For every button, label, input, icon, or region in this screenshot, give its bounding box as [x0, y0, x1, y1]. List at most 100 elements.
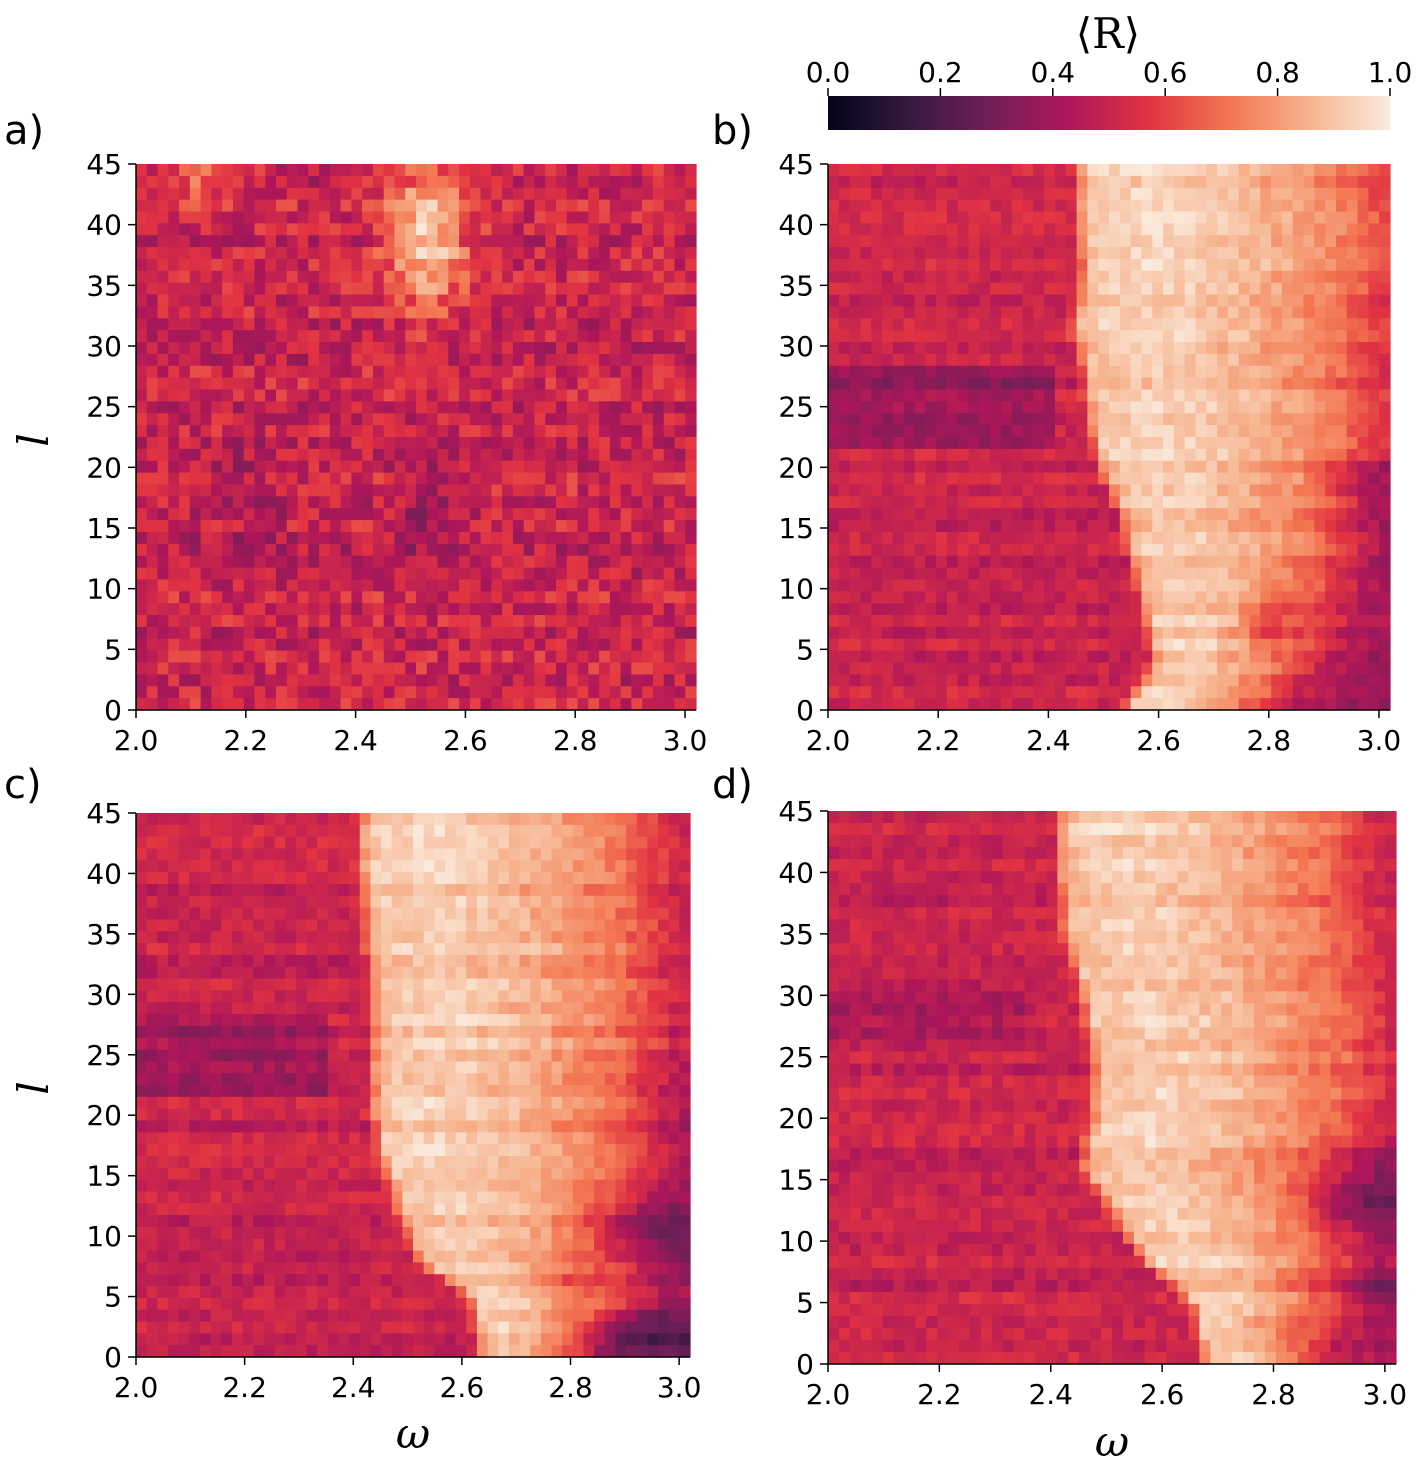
heatmap-cell — [1195, 591, 1207, 604]
heatmap-cell — [405, 638, 417, 652]
heatmap-cell — [200, 662, 212, 675]
heatmap-cell — [416, 508, 428, 521]
heatmap-cell — [416, 626, 428, 640]
heatmap-cell — [599, 294, 611, 308]
heatmap-cell — [957, 330, 970, 343]
heatmap-cell — [838, 294, 851, 308]
heatmap-cell — [1130, 306, 1143, 319]
heatmap-cell — [1281, 175, 1294, 189]
heatmap-cell — [1119, 199, 1132, 213]
heatmap-cell — [599, 425, 611, 438]
heatmap-cell — [1217, 365, 1229, 379]
heatmap-cell — [1152, 258, 1164, 272]
heatmap-cell — [545, 318, 557, 331]
heatmap-cell — [1335, 413, 1348, 426]
heatmap-cell — [1152, 591, 1164, 604]
heatmap-cell — [1163, 615, 1175, 628]
heatmap-cell — [1195, 460, 1207, 474]
heatmap-cell — [1173, 401, 1186, 414]
heatmap-cell — [179, 496, 191, 509]
heatmap-cell — [577, 199, 589, 213]
heatmap-cell — [1346, 543, 1359, 557]
heatmap-cell — [1206, 448, 1218, 462]
heatmap-cell — [329, 579, 342, 592]
heatmap-cell — [1195, 211, 1207, 224]
heatmap-cell — [1098, 591, 1110, 604]
heatmap-cell — [265, 294, 277, 308]
heatmap-cell — [1249, 401, 1261, 414]
heatmap-cell — [211, 342, 223, 355]
heatmap-cell — [359, 824, 371, 838]
heatmap-cell — [416, 164, 428, 177]
heatmap-cell — [448, 377, 460, 391]
heatmap-cell — [383, 377, 396, 391]
heatmap-cell — [545, 615, 557, 628]
heatmap-cell — [1217, 258, 1229, 272]
heatmap-cell — [210, 813, 222, 826]
heatmap-cell — [860, 401, 872, 414]
heatmap-cell — [534, 531, 546, 545]
heatmap-cell — [946, 520, 959, 533]
heatmap-cell — [828, 223, 840, 236]
heatmap-cell — [1033, 282, 1045, 296]
heatmap-cell — [1303, 615, 1315, 628]
heatmap-cell — [577, 330, 589, 343]
heatmap-cell — [652, 401, 665, 414]
heatmap-cell — [469, 342, 482, 355]
heatmap-cell — [674, 318, 686, 331]
heatmap-cell — [437, 353, 449, 367]
heatmap-cell — [1184, 508, 1197, 521]
heatmap-cell — [1087, 686, 1099, 699]
heatmap-cell — [914, 199, 926, 213]
heatmap-cell — [566, 353, 579, 367]
heatmap-cell — [308, 531, 320, 545]
heatmap-cell — [903, 531, 916, 545]
heatmap-cell — [136, 223, 148, 236]
heatmap-cell — [372, 650, 385, 664]
heatmap-cell — [1249, 508, 1261, 521]
heatmap-cell — [157, 365, 169, 379]
heatmap-cell — [1314, 223, 1326, 236]
heatmap-cell — [491, 294, 503, 308]
heatmap-cell — [1206, 294, 1218, 308]
heatmap-cell — [577, 270, 589, 284]
heatmap-cell — [1109, 686, 1121, 699]
heatmap-cell — [222, 247, 234, 260]
heatmap-cell — [1184, 484, 1197, 497]
heatmap-cell — [1152, 164, 1164, 177]
heatmap-cell — [491, 330, 503, 343]
heatmap-cell — [1379, 615, 1391, 628]
heatmap-cell — [359, 813, 371, 826]
heatmap-cell — [1011, 520, 1024, 533]
heatmap-cell — [968, 615, 980, 628]
heatmap-cell — [882, 520, 894, 533]
heatmap-cell — [351, 223, 363, 236]
heatmap-cell — [394, 603, 406, 616]
heatmap-cell — [319, 175, 331, 189]
heatmap-cell — [979, 472, 991, 486]
heatmap-cell — [426, 389, 439, 402]
heatmap-cell — [882, 413, 894, 426]
heatmap-cell — [892, 520, 905, 533]
heatmap-cell — [1314, 425, 1326, 438]
heatmap-cell — [1292, 531, 1305, 545]
heatmap-cell — [556, 674, 568, 687]
heatmap-cell — [222, 520, 234, 533]
heatmap-cell — [1325, 211, 1337, 224]
heatmap-cell — [946, 353, 959, 367]
heatmap-cell — [480, 437, 492, 450]
heatmap-cell — [329, 615, 342, 628]
heatmap-cell — [136, 235, 148, 248]
heatmap-cell — [1130, 508, 1143, 521]
heatmap-cell — [1163, 258, 1175, 272]
heatmap-cell — [394, 484, 406, 497]
heatmap-cell — [566, 413, 579, 426]
heatmap-cell — [512, 448, 525, 462]
heatmap-cell — [652, 306, 665, 319]
heatmap-cell — [491, 460, 503, 474]
heatmap-cell — [1260, 175, 1272, 189]
heatmap-cell — [491, 389, 503, 402]
heatmap-cell — [620, 187, 632, 201]
heatmap-cell — [674, 330, 686, 343]
heatmap-cell — [1173, 175, 1186, 189]
